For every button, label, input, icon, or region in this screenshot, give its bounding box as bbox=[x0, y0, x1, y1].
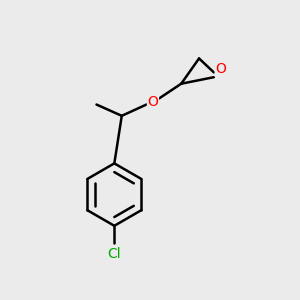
Text: O: O bbox=[148, 94, 158, 109]
Text: Cl: Cl bbox=[107, 247, 121, 261]
Text: O: O bbox=[215, 62, 226, 76]
